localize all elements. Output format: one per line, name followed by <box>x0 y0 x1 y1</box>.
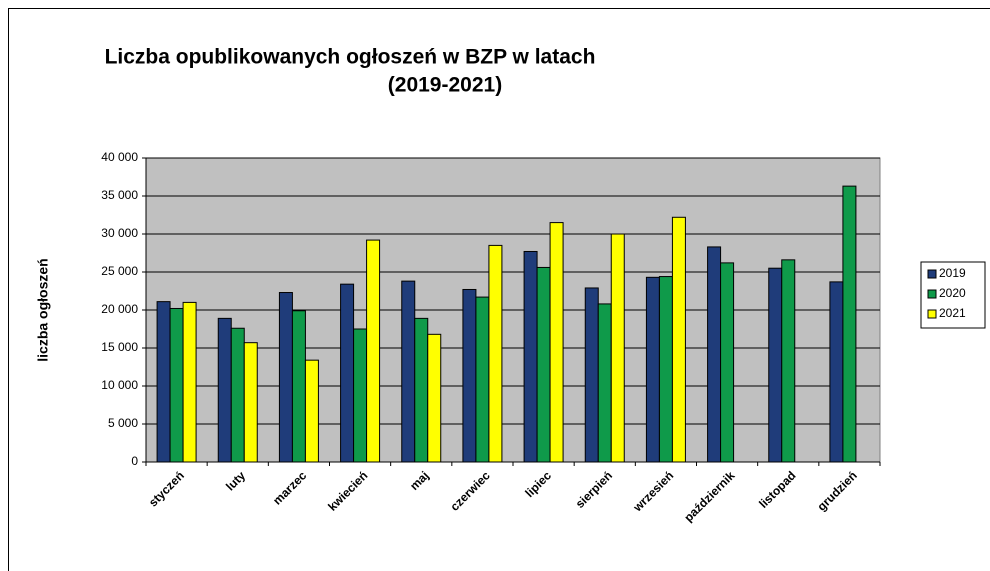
bar <box>291 310 306 463</box>
legend-swatch <box>927 289 937 299</box>
bar <box>549 222 564 463</box>
legend-swatch <box>927 309 937 319</box>
bar <box>781 259 796 463</box>
bar <box>842 185 857 463</box>
bar <box>488 244 503 463</box>
legend-label: 2019 <box>939 266 966 280</box>
y-tick-label: 10 000 <box>101 378 138 392</box>
legend-label: 2020 <box>939 286 966 300</box>
bar <box>768 267 783 463</box>
bar <box>610 233 625 463</box>
bar <box>366 239 381 463</box>
y-tick-label: 20 000 <box>101 302 138 316</box>
y-axis-title: liczba ogłoszeń <box>35 258 51 361</box>
bar <box>353 328 368 463</box>
bar <box>427 333 442 463</box>
bar <box>584 287 599 463</box>
y-tick-label: 25 000 <box>101 264 138 278</box>
bar <box>414 317 429 463</box>
bar <box>707 246 722 463</box>
bar <box>340 283 355 463</box>
bar <box>278 292 293 463</box>
bar <box>169 307 184 463</box>
bar <box>645 276 660 463</box>
bar <box>475 296 490 463</box>
bar <box>401 280 416 463</box>
bar <box>304 359 319 463</box>
y-tick-label: 30 000 <box>101 226 138 240</box>
y-tick-label: 40 000 <box>101 150 138 164</box>
chart-title: Liczba opublikowanych ogłoszeń w BZP w l… <box>105 46 596 69</box>
bar <box>156 301 171 463</box>
bar <box>182 301 197 463</box>
y-tick-label: 5 000 <box>108 416 138 430</box>
bar <box>230 327 245 463</box>
legend-label: 2021 <box>939 306 966 320</box>
chart-title: (2019-2021) <box>388 74 502 97</box>
y-tick-label: 35 000 <box>101 188 138 202</box>
bar <box>597 303 612 463</box>
bar <box>671 216 686 463</box>
bar <box>829 281 844 463</box>
bar <box>217 317 232 463</box>
legend-swatch <box>927 269 937 279</box>
y-tick-label: 0 <box>131 454 138 468</box>
bar <box>523 250 538 463</box>
bar <box>658 276 673 463</box>
bar <box>536 266 551 463</box>
bar <box>720 262 735 463</box>
bar <box>462 288 477 463</box>
y-tick-label: 15 000 <box>101 340 138 354</box>
bar <box>243 342 258 463</box>
